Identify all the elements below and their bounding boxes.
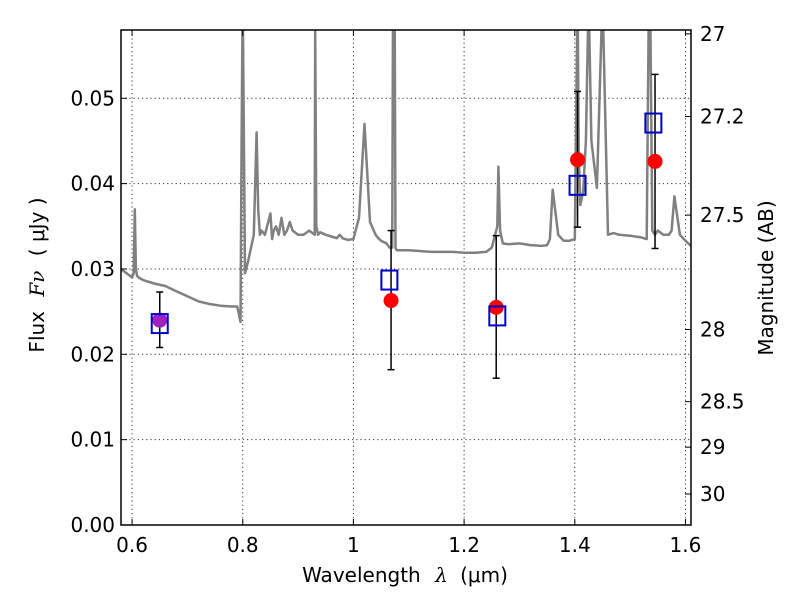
- y-tick-label: 0.00: [70, 513, 115, 537]
- right-axis-label: Magnitude (AB): [754, 200, 778, 355]
- x-axis-label-text: Wavelength: [302, 563, 421, 587]
- model-points-layer: [150, 112, 663, 335]
- y-tick-label: 0.02: [70, 342, 115, 366]
- x-tick-label: 0.8: [227, 533, 259, 557]
- right-tick-label: 28.5: [700, 390, 745, 414]
- right-tick-label: 29: [700, 435, 725, 459]
- model-point: [488, 305, 507, 327]
- x-tick-label: 0.6: [116, 533, 148, 557]
- x-tick-label: 1.2: [448, 533, 480, 557]
- y-axis-label: Flux Fν ( μJy ): [25, 197, 49, 352]
- observed-point: [570, 152, 586, 168]
- x-axis-label: Wavelength λ (μm): [302, 563, 508, 587]
- y-axis-label-symbol: Fν: [25, 271, 49, 298]
- y-axis-label-unit: ( μJy ): [25, 197, 49, 256]
- right-tick-label: 28: [700, 317, 725, 341]
- right-tick-label: 27: [700, 22, 725, 46]
- model-point: [150, 313, 169, 335]
- x-axis-label-unit: (μm): [460, 563, 508, 587]
- x-tick-label: 1.6: [670, 533, 702, 557]
- y-tick-label: 0.01: [70, 428, 115, 452]
- observed-point: [152, 312, 168, 328]
- x-tick-label: 1.4: [559, 533, 591, 557]
- observed-point: [383, 293, 399, 309]
- x-axis-label-symbol: λ: [434, 563, 448, 587]
- right-tick-label: 30: [700, 482, 725, 506]
- y-tick-label: 0.03: [70, 257, 115, 281]
- plot-frame: [120, 29, 692, 526]
- y-axis-label-text: Flux: [25, 311, 49, 353]
- spectrum-layer: [121, 30, 691, 324]
- y-tick-label: 0.04: [70, 172, 115, 196]
- observed-point: [647, 153, 663, 169]
- tick-layer: 0.6 0.8 1 1.2 1.4 1.6 0.00 0.01 0.02 0.03 0.04 0.05…: [70, 22, 744, 557]
- model-point: [568, 174, 587, 196]
- model-point: [380, 269, 399, 291]
- spectrum-line: [121, 30, 691, 324]
- right-tick-label: 27.2: [700, 104, 745, 128]
- y-tick-label: 0.05: [70, 86, 115, 110]
- x-tick-label: 1: [347, 533, 360, 557]
- right-tick-label: 27.5: [700, 203, 745, 227]
- model-point: [644, 112, 663, 134]
